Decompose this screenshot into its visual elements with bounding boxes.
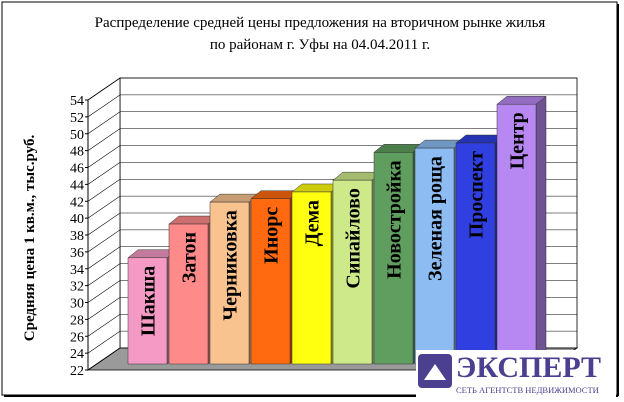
bar <box>168 223 209 365</box>
y-tick-label: 26 <box>70 330 84 345</box>
y-tick-label: 42 <box>70 195 84 210</box>
bar <box>291 191 332 365</box>
y-tick-label: 46 <box>70 162 84 177</box>
bar-label: Черниковка <box>220 210 242 321</box>
bar <box>332 179 373 365</box>
bar <box>373 152 414 365</box>
grid-line <box>87 77 577 101</box>
bar-label: Проспект <box>466 151 488 238</box>
y-axis-label: Средняя цена 1 кв.м., тыс.руб. <box>22 135 38 342</box>
bar-side <box>535 95 547 365</box>
bar <box>414 147 455 365</box>
bar-label: Новостройка <box>384 160 406 279</box>
grid-line <box>87 111 577 134</box>
bar-group: Центр <box>496 95 547 365</box>
y-tick-label: 28 <box>70 313 84 328</box>
bar-label: Дема <box>302 200 324 246</box>
y-tick-label: 38 <box>70 229 84 244</box>
grid-line <box>87 94 577 118</box>
y-tick-label: 50 <box>70 128 84 143</box>
logo-house <box>424 364 446 380</box>
bar <box>127 257 168 365</box>
y-tick-label: 52 <box>70 111 84 126</box>
bar-label: Шакша <box>138 266 160 336</box>
y-tick-label: 24 <box>70 347 84 362</box>
y-tick-label: 30 <box>70 297 84 312</box>
y-tick-label: 48 <box>70 145 84 160</box>
y-tick-label: 32 <box>70 280 84 295</box>
y-tick-label: 40 <box>70 212 84 227</box>
grid-line <box>87 128 577 151</box>
chart-title: Распределение средней цены предложения н… <box>94 15 546 53</box>
bar <box>250 198 291 365</box>
y-tick-label: 36 <box>70 246 84 261</box>
bar <box>455 142 496 365</box>
bar-label: Затон <box>179 232 201 283</box>
bar-label: Центр <box>507 112 529 169</box>
bar-label: Сипайлово <box>343 188 365 288</box>
logo-subtitle: СЕТЬ АГЕНТСТВ НЕДВИЖИМОСТИ <box>456 385 599 395</box>
logo: ЭКСПЕРТ СЕТЬ АГЕНТСТВ НЕДВИЖИМОСТИ <box>416 350 616 398</box>
y-tick-label: 44 <box>70 178 84 193</box>
y-tick-label: 22 <box>70 364 84 379</box>
bar-label: Инорс <box>261 207 283 264</box>
bar-label: Зеленая роща <box>425 156 447 281</box>
y-tick-label: 54 <box>70 94 84 109</box>
bar <box>209 201 250 365</box>
y-tick-label: 34 <box>70 263 84 278</box>
logo-title: ЭКСПЕРТ <box>456 351 601 384</box>
